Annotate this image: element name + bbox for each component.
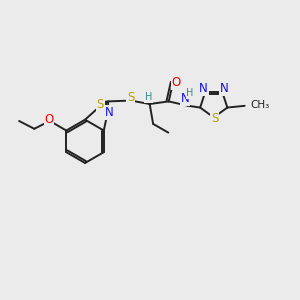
Text: N: N — [105, 106, 113, 119]
Text: H: H — [145, 92, 152, 102]
Text: CH₃: CH₃ — [251, 100, 270, 110]
Text: H: H — [186, 88, 194, 98]
Text: S: S — [127, 92, 134, 104]
Text: O: O — [172, 76, 181, 89]
Text: S: S — [97, 98, 104, 111]
Text: S: S — [211, 112, 218, 125]
Text: N: N — [181, 92, 190, 105]
Text: N: N — [199, 82, 208, 95]
Text: N: N — [220, 82, 228, 95]
Text: O: O — [44, 113, 54, 126]
